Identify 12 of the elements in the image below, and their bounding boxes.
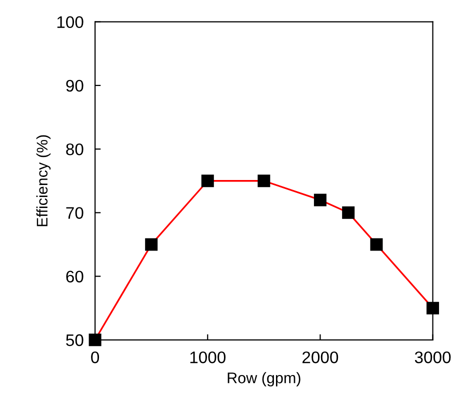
x-axis-title: Row (gpm) [228,372,300,386]
y-tick-label: 100 [57,16,84,28]
x-tick-label: 2000 [302,351,338,364]
y-tick-label: 50 [66,334,84,346]
y-axis-title: Efficiency (%) [36,135,51,226]
x-tick-label: 3000 [414,351,451,364]
x-tick-label: 1000 [190,351,226,364]
y-tick-label: 70 [66,207,84,219]
y-tick-label: 80 [66,143,84,156]
x-tick-label: 0 [91,351,100,364]
y-tick-label: 90 [66,80,84,92]
y-tick-label: 60 [66,270,84,282]
